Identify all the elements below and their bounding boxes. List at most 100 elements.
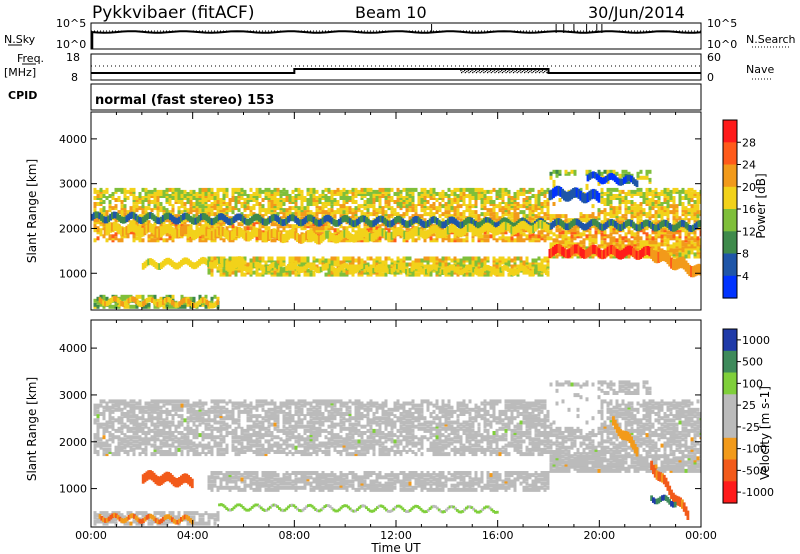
power-band-0	[183, 212, 187, 220]
power-band-0	[130, 211, 134, 219]
power-band-5	[454, 266, 457, 272]
heatmap-cell	[309, 194, 313, 198]
heatmap-cell	[699, 230, 701, 235]
power-band-3	[619, 250, 623, 260]
heatmap-cell	[540, 230, 544, 235]
power-band-0	[319, 219, 323, 226]
heatmap-cell	[507, 192, 511, 196]
heatmap-cell	[408, 187, 412, 192]
heatmap-cell	[696, 242, 700, 247]
power-band-5	[281, 267, 285, 273]
power-band-2	[446, 226, 450, 235]
heatmap-cell	[228, 224, 232, 229]
nave-point	[544, 68, 546, 70]
heatmap-cell	[390, 226, 394, 231]
heatmap-cell	[675, 214, 679, 219]
heatmap-cell	[381, 206, 385, 211]
heatmap-cell	[222, 192, 226, 196]
power-band-0	[686, 223, 690, 231]
power-band-2	[412, 227, 416, 236]
heatmap-cell	[363, 206, 367, 211]
heatmap-cell	[597, 230, 601, 235]
heatmap-cell	[669, 244, 673, 249]
heatmap-cell	[540, 202, 544, 206]
power-band-5	[392, 266, 396, 272]
heatmap-cell	[138, 192, 142, 196]
nave-point	[493, 70, 495, 72]
power-band-2	[397, 227, 401, 236]
power-band-2	[416, 226, 419, 235]
heatmap-cell	[216, 187, 220, 192]
heatmap-cell	[603, 198, 607, 202]
heatmap-cell	[369, 226, 373, 231]
heatmap-cell	[315, 230, 319, 235]
power-band-2	[523, 221, 526, 230]
heatmap-cell	[537, 200, 541, 204]
heatmap-cell	[168, 198, 172, 202]
power-band-1	[256, 227, 259, 237]
heatmap-cell	[630, 242, 634, 247]
nave-label: Nave	[746, 63, 774, 76]
heatmap-cell	[537, 230, 541, 235]
nave-point	[499, 71, 501, 73]
heatmap-cell	[315, 204, 319, 209]
heatmap-cell	[687, 218, 691, 223]
heatmap-cell	[198, 204, 202, 209]
heatmap-cell	[552, 232, 556, 237]
power-band-0	[474, 221, 477, 228]
nave-point	[541, 68, 543, 70]
heatmap-cell	[633, 189, 637, 194]
power-band-0	[218, 213, 221, 221]
heatmap-cell	[279, 224, 283, 229]
heatmap-cell	[399, 262, 403, 267]
power-band-2	[421, 230, 425, 239]
heatmap-cell	[570, 218, 574, 223]
heatmap-cell	[354, 264, 358, 269]
nave-point	[525, 71, 527, 73]
heatmap-cell	[114, 204, 118, 209]
power-band-0	[675, 223, 679, 231]
heatmap-cell	[312, 226, 316, 231]
power-band-5	[405, 269, 408, 275]
power-band-0	[666, 221, 670, 228]
heatmap-cell	[567, 171, 571, 176]
heatmap-cell	[357, 224, 361, 229]
heatmap-cell	[408, 204, 412, 209]
power-band-2	[445, 228, 448, 237]
heatmap-cell	[627, 238, 631, 243]
power-band-2	[383, 229, 387, 238]
heatmap-cell	[492, 187, 496, 192]
heatmap-cell	[633, 240, 637, 245]
heatmap-cell	[354, 187, 358, 192]
heatmap-cell	[450, 258, 454, 263]
power-band-1	[241, 229, 245, 239]
heatmap-cell	[669, 189, 673, 194]
power-band-5	[490, 267, 494, 274]
power-band-3	[595, 246, 599, 256]
heatmap-cell	[258, 202, 262, 206]
power-band-1	[192, 230, 196, 240]
power-band-2	[461, 228, 465, 237]
power-band-0	[365, 217, 368, 224]
heatmap-cell	[258, 256, 262, 261]
power-band-1	[308, 229, 312, 239]
power-band-5	[432, 264, 436, 270]
heatmap-cell	[513, 256, 517, 261]
nave-point	[529, 68, 532, 70]
nave-point	[515, 70, 518, 72]
heatmap-cell	[486, 238, 490, 243]
power-band-5	[479, 269, 483, 275]
heatmap-cell	[432, 238, 436, 243]
heatmap-cell	[546, 202, 550, 206]
heatmap-cell	[462, 196, 466, 200]
power-band-3	[628, 245, 632, 255]
heatmap-cell	[336, 272, 340, 277]
heatmap-cell	[633, 236, 637, 241]
heatmap-cell	[255, 256, 259, 261]
heatmap-cell	[156, 189, 160, 194]
heatmap-cell	[366, 187, 370, 192]
power-band-2	[455, 227, 459, 236]
power-band-1	[317, 235, 321, 245]
heatmap-cell	[342, 210, 346, 215]
power-band-2	[506, 223, 510, 232]
